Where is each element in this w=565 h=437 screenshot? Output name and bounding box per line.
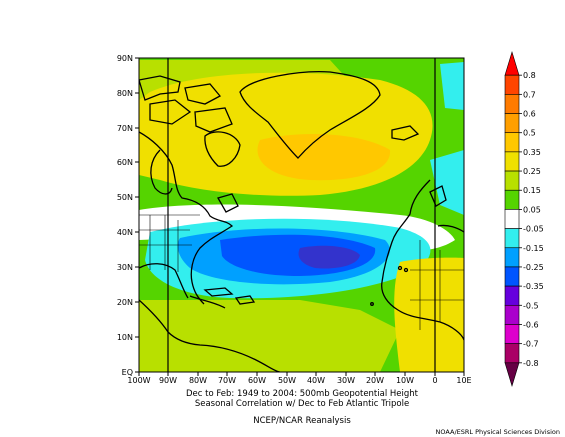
caption-line-2: Seasonal Correlation w/ Dec to Feb Atlan… bbox=[195, 399, 409, 409]
colorbar-segment bbox=[504, 228, 520, 249]
lat-label: 90N bbox=[117, 54, 133, 63]
cyan-patch-northeast bbox=[440, 62, 464, 110]
lat-label: 40N bbox=[117, 228, 133, 237]
lon-label: 70W bbox=[218, 376, 236, 385]
colorbar-segment bbox=[504, 50, 520, 76]
lat-label: EQ bbox=[122, 368, 133, 377]
colorbar-label: 0.8 bbox=[523, 71, 536, 80]
plot-frame bbox=[138, 57, 465, 373]
lon-label: 90W bbox=[159, 376, 177, 385]
colorbar-segment bbox=[504, 132, 520, 153]
lon-label: 60W bbox=[248, 376, 266, 385]
lon-label: 0 bbox=[432, 376, 437, 385]
colorbar-label: 0.35 bbox=[523, 148, 541, 157]
colorbar-segment bbox=[504, 209, 520, 229]
lat-label: 80N bbox=[117, 89, 133, 98]
colorbar-label: 0.25 bbox=[523, 167, 541, 176]
colorbar-segment bbox=[504, 247, 520, 268]
colorbar-segment bbox=[504, 362, 520, 388]
colorbar-label: 0.7 bbox=[523, 90, 536, 99]
colorbar-segment bbox=[504, 266, 520, 287]
lon-label: 80W bbox=[189, 376, 207, 385]
lon-label: 10E bbox=[456, 376, 471, 385]
credit-text: NOAA/ESRL Physical Sciences Division bbox=[436, 428, 560, 436]
colorbar-label: -0.05 bbox=[523, 225, 544, 234]
positive-correlation-core bbox=[257, 134, 391, 181]
lon-label: 30W bbox=[337, 376, 355, 385]
lat-label: 30N bbox=[117, 263, 133, 272]
colorbar-segment bbox=[504, 189, 520, 210]
lon-label: 20W bbox=[366, 376, 384, 385]
lon-label: 40W bbox=[307, 376, 325, 385]
colorbar-segment bbox=[504, 170, 520, 191]
colorbar-label: -0.35 bbox=[523, 282, 544, 291]
caption-line-3: NCEP/NCAR Reanalysis bbox=[253, 416, 351, 426]
latitude-axis: 90N 80N 70N 60N 50N 40N 30N 20N 10N EQ bbox=[117, 54, 139, 377]
lon-label: 10W bbox=[396, 376, 414, 385]
caption-line-1: Dec to Feb: 1949 to 2004: 500mb Geopoten… bbox=[186, 389, 419, 399]
light-green-south-patch bbox=[160, 325, 271, 372]
coastlines bbox=[139, 71, 464, 372]
cyan-patch-east bbox=[430, 150, 464, 215]
colorbar-label: 0.6 bbox=[523, 110, 536, 119]
colorbar-segment bbox=[504, 324, 520, 344]
positive-correlation-north bbox=[139, 72, 433, 196]
colorbar-label: 0.5 bbox=[523, 129, 536, 138]
colorbar-segment bbox=[504, 151, 520, 172]
colorbar-label: -0.8 bbox=[523, 359, 539, 368]
colorbar-label: -0.15 bbox=[523, 244, 544, 253]
map-plot-area bbox=[139, 58, 464, 372]
lon-label: 100W bbox=[127, 376, 150, 385]
political-borders bbox=[139, 214, 464, 330]
colorbar-label: 0.05 bbox=[523, 205, 541, 214]
colorbar: 0.8 0.7 0.6 0.5 0.35 0.25 0.15 0.05 -0.05 -0.15 -0… bbox=[504, 50, 544, 388]
colorbar-label: -0.25 bbox=[523, 263, 544, 272]
colorbar-label: -0.5 bbox=[523, 301, 539, 310]
lat-label: 50N bbox=[117, 193, 133, 202]
longitude-axis: 100W 90W 80W 70W 60W 50W 40W 30W 20W 10W… bbox=[127, 372, 472, 385]
colorbar-label: -0.6 bbox=[523, 320, 539, 329]
colorbar-segment bbox=[504, 113, 520, 134]
negative-correlation-core bbox=[298, 245, 360, 269]
colorbar-segment bbox=[504, 304, 520, 325]
colorbar-segment bbox=[504, 94, 520, 114]
colorbar-label: -0.7 bbox=[523, 340, 539, 349]
lat-label: 20N bbox=[117, 298, 133, 307]
lat-label: 10N bbox=[117, 333, 133, 342]
positive-correlation-south bbox=[394, 257, 464, 372]
colorbar-segment bbox=[504, 343, 520, 364]
colorbar-segment bbox=[504, 285, 520, 306]
lat-label: 70N bbox=[117, 124, 133, 133]
lat-label: 60N bbox=[117, 158, 133, 167]
colorbar-segment bbox=[504, 74, 520, 95]
lon-label: 50W bbox=[278, 376, 296, 385]
colorbar-label: 0.15 bbox=[523, 186, 541, 195]
